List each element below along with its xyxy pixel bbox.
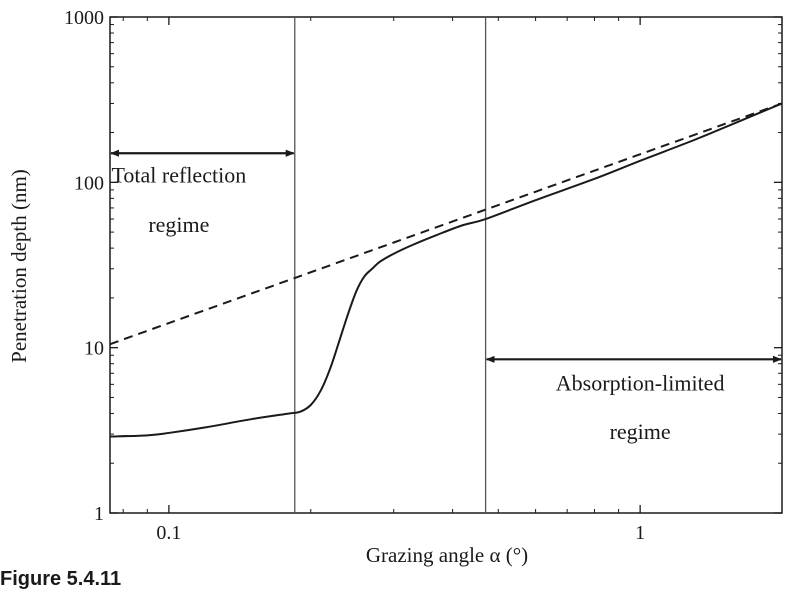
x-tick-label: 1 <box>635 522 645 544</box>
x-tick-label: 0.1 <box>156 522 181 544</box>
plot-frame <box>109 16 783 514</box>
y-tick-label: 1 <box>94 503 104 525</box>
y-tick-label: 1000 <box>64 7 104 29</box>
y-axis-label: Penetration depth (nm) <box>7 169 31 363</box>
y-tick-label: 100 <box>74 172 104 194</box>
absorption-limited-label-line-1: Absorption-limited <box>556 371 725 396</box>
y-tick-label: 10 <box>84 338 104 360</box>
figure-label: Figure 5.4.11 <box>0 568 122 590</box>
total-reflection-label-line-1: Total reflection <box>112 162 247 187</box>
absorption-limited-label-line-2: regime <box>610 419 671 444</box>
solid-series-line <box>109 102 783 438</box>
x-axis-label: Grazing angle α (°) <box>366 543 528 567</box>
total-reflection-label-line-2: regime <box>148 212 209 237</box>
dashed-series-line <box>109 102 783 346</box>
